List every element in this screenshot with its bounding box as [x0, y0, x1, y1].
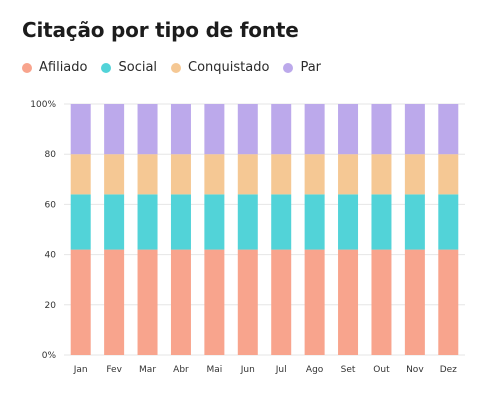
bar-segment-afiliado-fev[interactable] — [104, 249, 125, 355]
bar-segment-social-nov[interactable] — [404, 194, 425, 250]
bar-segment-afiliado-dez[interactable] — [438, 249, 459, 355]
bar-segment-conquistado-set[interactable] — [338, 154, 359, 195]
y-tick-label: 40 — [45, 251, 57, 261]
x-tick-label: Dez — [440, 365, 457, 375]
bar-segment-conquistado-abr[interactable] — [170, 154, 191, 195]
bar-segment-par-dez[interactable] — [438, 104, 459, 155]
chart-legend: Afiliado Social Conquistado Par — [22, 60, 321, 75]
bar-segment-social-jun[interactable] — [237, 194, 258, 250]
bar-segment-social-jul[interactable] — [271, 194, 292, 250]
bar-segment-social-jan[interactable] — [70, 194, 91, 250]
legend-item-afiliado[interactable]: Afiliado — [22, 60, 87, 75]
bar-segment-par-mar[interactable] — [137, 104, 158, 155]
bar-segment-par-jan[interactable] — [70, 104, 91, 155]
bar-segment-afiliado-jan[interactable] — [70, 249, 91, 355]
x-tick-label: Out — [373, 365, 390, 375]
x-tick-label: Mar — [139, 365, 156, 375]
bar-segment-conquistado-mar[interactable] — [137, 154, 158, 195]
axis-layer: 0% 20 40 60 80 100% Jan Fev Mar Abr Mai Jun Jul Ago Se… — [30, 100, 457, 375]
bar-segment-par-out[interactable] — [371, 104, 392, 155]
bar-segment-social-ago[interactable] — [304, 194, 325, 250]
bar-segment-afiliado-out[interactable] — [371, 249, 392, 355]
bar-segment-conquistado-nov[interactable] — [404, 154, 425, 195]
legend-swatch-afiliado — [22, 62, 32, 73]
bar-segment-conquistado-jul[interactable] — [271, 154, 292, 195]
legend-label-conquistado: Conquistado — [188, 60, 270, 75]
x-tick-label: Abr — [173, 365, 189, 375]
grid-layer — [64, 103, 465, 356]
x-tick-label: Set — [341, 365, 356, 375]
legend-swatch-conquistado — [171, 62, 182, 73]
bar-segment-conquistado-dez[interactable] — [438, 154, 459, 195]
bar-segment-social-dez[interactable] — [438, 194, 459, 250]
y-tick-label: 0% — [42, 351, 57, 361]
legend-swatch-social — [101, 62, 112, 73]
legend-item-par[interactable]: Par — [283, 60, 321, 75]
bar-segment-afiliado-jun[interactable] — [237, 249, 258, 355]
x-tick-label: Jan — [73, 365, 88, 375]
bar-segment-par-mai[interactable] — [204, 104, 225, 155]
legend-label-social: Social — [118, 60, 158, 75]
bar-segment-afiliado-jul[interactable] — [271, 249, 292, 355]
x-tick-label: Fev — [106, 365, 122, 375]
x-tick-label: Jun — [240, 365, 255, 375]
bar-segment-afiliado-nov[interactable] — [404, 249, 425, 355]
bar-segment-afiliado-ago[interactable] — [304, 249, 325, 355]
bar-segment-par-abr[interactable] — [170, 104, 191, 155]
bar-segment-conquistado-mai[interactable] — [204, 154, 225, 195]
y-tick-label: 80 — [45, 150, 57, 160]
bar-segment-par-jul[interactable] — [271, 104, 292, 155]
bar-segment-afiliado-mai[interactable] — [204, 249, 225, 355]
bar-segment-social-mai[interactable] — [204, 194, 225, 250]
bar-segment-par-ago[interactable] — [304, 104, 325, 155]
y-tick-label: 60 — [45, 200, 57, 210]
legend-item-conquistado[interactable]: Conquistado — [171, 60, 269, 75]
bar-segment-conquistado-out[interactable] — [371, 154, 392, 195]
bar-segment-social-out[interactable] — [371, 194, 392, 250]
bar-segment-par-jun[interactable] — [237, 104, 258, 155]
bar-segment-social-mar[interactable] — [137, 194, 158, 250]
bar-segment-social-fev[interactable] — [104, 194, 125, 250]
bar-segment-par-nov[interactable] — [404, 104, 425, 155]
legend-label-par: Par — [300, 60, 322, 75]
bar-segment-social-set[interactable] — [338, 194, 359, 250]
legend-item-social[interactable]: Social — [101, 60, 157, 75]
x-tick-label: Jul — [275, 365, 287, 375]
x-tick-label: Ago — [306, 365, 324, 375]
legend-swatch-par — [283, 62, 294, 73]
bar-segment-afiliado-set[interactable] — [338, 249, 359, 355]
bar-segment-afiliado-mar[interactable] — [137, 249, 158, 355]
bar-segment-social-abr[interactable] — [170, 194, 191, 250]
x-tick-label: Mai — [206, 365, 222, 375]
y-tick-label: 100% — [30, 100, 56, 110]
bar-segment-par-fev[interactable] — [104, 104, 125, 155]
bar-segment-afiliado-abr[interactable] — [170, 249, 191, 355]
bar-segment-par-set[interactable] — [338, 104, 359, 155]
bar-segment-conquistado-fev[interactable] — [104, 154, 125, 195]
legend-label-afiliado: Afiliado — [39, 60, 88, 75]
bar-segment-conquistado-ago[interactable] — [304, 154, 325, 195]
y-tick-label: 20 — [45, 301, 57, 311]
x-tick-label: Nov — [406, 365, 424, 375]
chart-title: Citação por tipo de fonte — [22, 18, 299, 42]
bar-segment-conquistado-jun[interactable] — [237, 154, 258, 195]
bar-segment-conquistado-jan[interactable] — [70, 154, 91, 195]
bars-layer — [70, 104, 459, 355]
